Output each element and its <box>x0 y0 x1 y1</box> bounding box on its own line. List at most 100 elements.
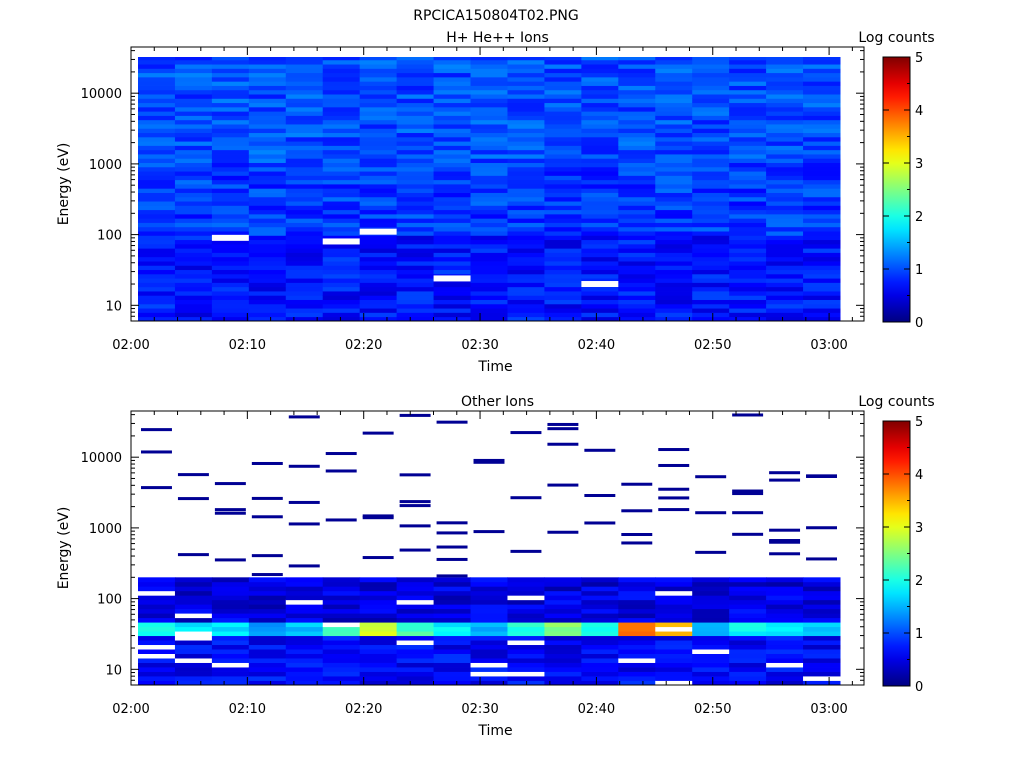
heatmap-cell <box>285 145 324 151</box>
heatmap-cell <box>729 635 767 641</box>
y-tick-label: 1000 <box>89 158 122 173</box>
heatmap-cell <box>174 76 213 82</box>
heatmap-cell <box>803 89 841 95</box>
heatmap-cell <box>174 235 213 241</box>
heatmap-cell <box>396 676 435 681</box>
heatmap-cell <box>433 667 472 672</box>
heatmap-cell <box>544 136 582 142</box>
heatmap-cell <box>581 59 619 65</box>
single-count-mark <box>288 464 320 468</box>
heatmap-cell <box>803 640 841 646</box>
heatmap-cell <box>766 312 804 318</box>
heatmap-cell <box>766 205 804 211</box>
heatmap-cell <box>138 222 176 228</box>
heatmap-cell <box>729 98 767 104</box>
heatmap-cell <box>581 154 619 159</box>
heatmap-cell <box>174 586 213 592</box>
heatmap-cell <box>285 115 324 121</box>
heatmap-cell <box>507 201 545 206</box>
heatmap-cell <box>359 98 398 104</box>
heatmap-cell <box>359 273 398 279</box>
heatmap-cell <box>655 308 693 313</box>
heatmap-cell <box>322 640 361 646</box>
single-count-mark <box>732 492 764 496</box>
heatmap-cell <box>618 106 656 112</box>
heatmap-cell <box>581 243 619 249</box>
heatmap-cell <box>655 154 693 159</box>
heatmap-cell <box>470 269 508 275</box>
heatmap-cell <box>803 111 841 116</box>
heatmap-cell <box>655 124 693 129</box>
heatmap-cell <box>507 248 545 253</box>
heatmap-cell <box>211 269 250 275</box>
heatmap-cell <box>211 162 250 168</box>
heatmap-cell <box>803 577 841 583</box>
heatmap-cell <box>618 308 656 313</box>
heatmap-cell <box>803 102 841 108</box>
heatmap-cell <box>618 162 656 168</box>
heatmap-cell <box>581 676 619 681</box>
heatmap-cell <box>729 653 767 659</box>
heatmap-cell <box>581 81 619 86</box>
heatmap-cell <box>655 653 693 659</box>
heatmap-cell <box>618 57 656 61</box>
heatmap-cell <box>285 644 324 650</box>
heatmap-cell <box>544 590 582 596</box>
heatmap-cell <box>322 222 361 228</box>
heatmap-cell <box>803 149 841 155</box>
heatmap-cell <box>544 59 582 65</box>
heatmap-cell <box>803 273 841 279</box>
heatmap-cell <box>729 577 767 583</box>
heatmap-cell <box>803 676 841 681</box>
heatmap-cell <box>507 295 545 300</box>
heatmap-cell <box>618 115 656 121</box>
heatmap-cell <box>285 308 324 313</box>
heatmap-cell <box>322 218 361 223</box>
heatmap-cell <box>470 653 508 659</box>
heatmap-cell <box>581 671 619 677</box>
heatmap-cell <box>729 149 767 155</box>
heatmap-cell <box>433 626 472 632</box>
heatmap-cell <box>138 59 176 65</box>
heatmap-cell <box>396 635 435 641</box>
heatmap-cell <box>544 57 582 61</box>
heatmap-cell <box>359 312 398 318</box>
heatmap-cell <box>359 89 398 95</box>
heatmap-cell <box>359 243 398 249</box>
heatmap-cell <box>618 184 656 189</box>
heatmap-cell <box>655 57 693 61</box>
heatmap-cell <box>470 111 508 116</box>
heatmap-cell <box>396 303 435 309</box>
heatmap-cell <box>544 239 582 245</box>
heatmap-cell <box>174 85 213 91</box>
heatmap-cell <box>507 72 545 78</box>
heatmap-cell <box>138 608 176 614</box>
heatmap-cell <box>729 102 767 108</box>
heatmap-cell <box>396 218 435 223</box>
heatmap-cell <box>803 81 841 86</box>
heatmap-cell <box>581 218 619 223</box>
heatmap-cell <box>581 286 619 292</box>
heatmap-cell <box>322 577 361 583</box>
single-count-mark <box>732 511 764 515</box>
heatmap-cell <box>211 312 250 318</box>
heatmap-cell <box>285 286 324 292</box>
heatmap-cell <box>507 196 545 202</box>
heatmap-cell <box>692 85 730 91</box>
heatmap-cell <box>248 243 287 249</box>
heatmap-cell <box>285 124 324 129</box>
heatmap-cell <box>359 166 398 172</box>
heatmap-cell <box>692 98 730 104</box>
heatmap-cell <box>507 68 545 74</box>
heatmap-cell <box>138 231 176 236</box>
heatmap-cell <box>581 269 619 275</box>
heatmap-cell <box>544 617 582 623</box>
heatmap-cell <box>211 265 250 271</box>
heatmap-cell <box>396 231 435 236</box>
heatmap-cell <box>359 295 398 300</box>
heatmap-cell <box>248 291 287 296</box>
heatmap-cell <box>359 64 398 69</box>
heatmap-cell <box>248 248 287 253</box>
heatmap-cell <box>507 239 545 245</box>
heatmap-cell <box>174 308 213 313</box>
